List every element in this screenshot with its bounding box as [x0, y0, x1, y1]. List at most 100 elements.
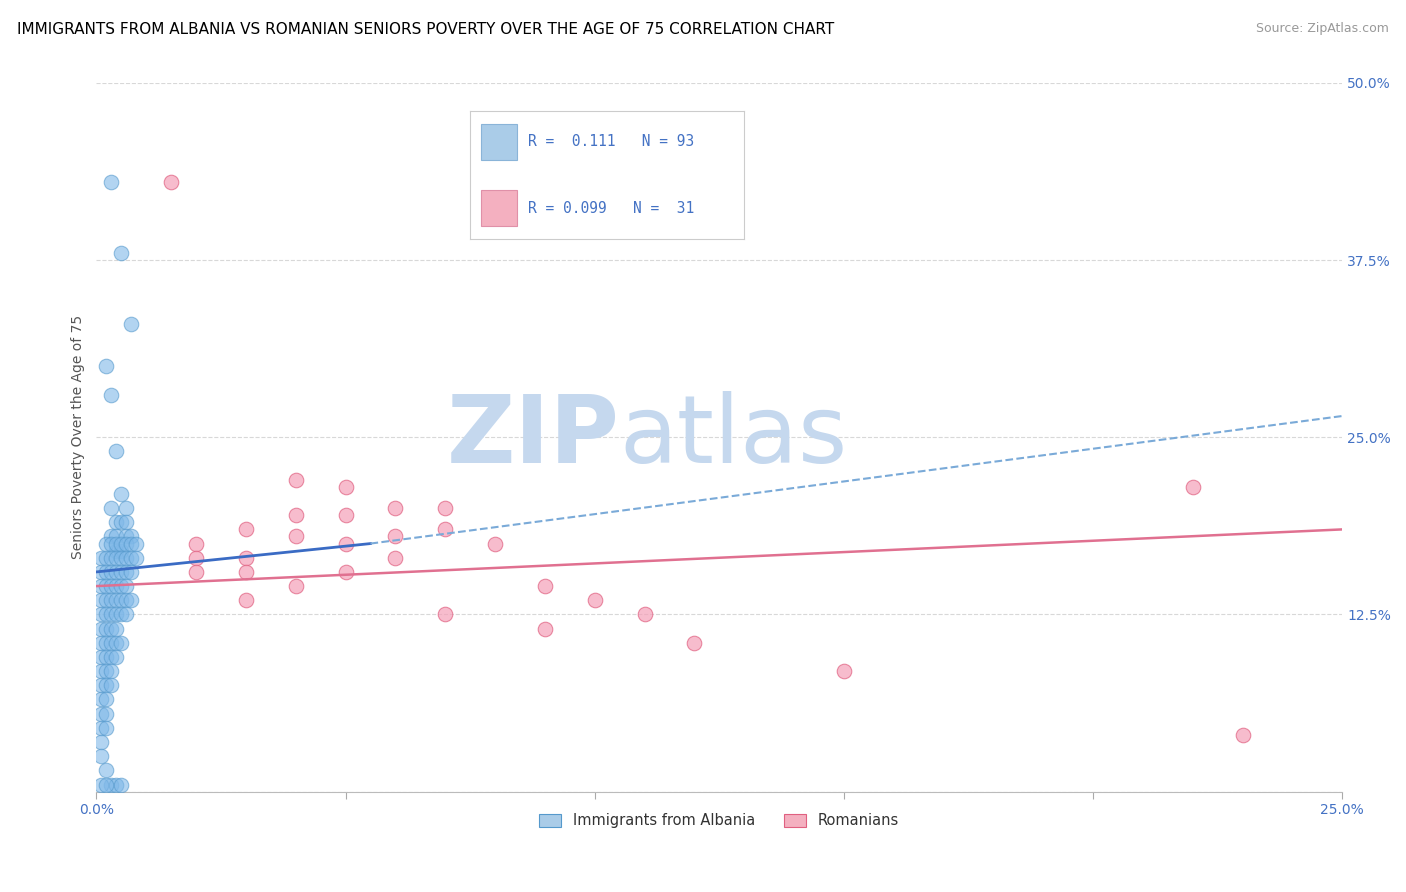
Point: [100, 650, 122, 665]
Point: [96, 678, 118, 692]
Point: [100, 678, 122, 692]
Point: [484, 536, 506, 550]
Point: [1232, 728, 1254, 742]
Point: [90, 778, 112, 792]
Point: [96, 721, 118, 735]
Point: [96, 636, 118, 650]
Point: [96, 692, 118, 706]
Point: [235, 523, 257, 537]
Point: [110, 487, 132, 501]
Point: [534, 579, 557, 593]
Point: [235, 550, 257, 565]
Point: [120, 529, 142, 543]
Point: [90, 721, 112, 735]
Point: [105, 778, 128, 792]
Point: [434, 501, 457, 516]
Point: [96, 565, 118, 579]
Point: [105, 516, 128, 530]
Text: Source: ZipAtlas.com: Source: ZipAtlas.com: [1256, 22, 1389, 36]
Point: [335, 508, 357, 523]
Point: [100, 593, 122, 607]
Point: [105, 444, 128, 458]
Point: [100, 388, 122, 402]
Point: [96, 607, 118, 622]
Point: [120, 593, 142, 607]
Point: [90, 735, 112, 749]
Point: [96, 593, 118, 607]
Point: [96, 764, 118, 778]
Point: [110, 565, 132, 579]
Point: [120, 536, 142, 550]
Point: [115, 536, 138, 550]
Point: [384, 501, 406, 516]
Point: [100, 550, 122, 565]
Point: [90, 607, 112, 622]
Point: [160, 175, 183, 189]
Point: [90, 664, 112, 678]
Point: [110, 550, 132, 565]
Point: [100, 529, 122, 543]
Point: [90, 692, 112, 706]
Point: [110, 246, 132, 260]
Point: [96, 778, 118, 792]
Point: [335, 565, 357, 579]
Point: [100, 579, 122, 593]
Point: [105, 550, 128, 565]
Point: [105, 565, 128, 579]
Point: [90, 678, 112, 692]
Legend: Immigrants from Albania, Romanians: Immigrants from Albania, Romanians: [534, 807, 905, 834]
Point: [90, 565, 112, 579]
Point: [110, 536, 132, 550]
Point: [110, 778, 132, 792]
Point: [90, 593, 112, 607]
Point: [100, 565, 122, 579]
Point: [96, 706, 118, 721]
Point: [335, 536, 357, 550]
Point: [184, 536, 207, 550]
Point: [832, 664, 855, 678]
Point: [90, 636, 112, 650]
Point: [434, 607, 457, 622]
Point: [235, 565, 257, 579]
Point: [115, 579, 138, 593]
Point: [115, 529, 138, 543]
Point: [115, 550, 138, 565]
Point: [110, 636, 132, 650]
Point: [96, 579, 118, 593]
Point: [235, 593, 257, 607]
Point: [184, 565, 207, 579]
Point: [90, 650, 112, 665]
Y-axis label: Seniors Poverty Over the Age of 75: Seniors Poverty Over the Age of 75: [72, 315, 86, 559]
Point: [100, 536, 122, 550]
Point: [90, 706, 112, 721]
Point: [105, 622, 128, 636]
Point: [115, 593, 138, 607]
Point: [583, 593, 606, 607]
Point: [105, 543, 128, 558]
Point: [384, 529, 406, 543]
Point: [120, 550, 142, 565]
Point: [100, 501, 122, 516]
Point: [90, 550, 112, 565]
Point: [105, 636, 128, 650]
Point: [105, 579, 128, 593]
Point: [105, 607, 128, 622]
Point: [96, 622, 118, 636]
Point: [125, 550, 148, 565]
Point: [284, 529, 307, 543]
Point: [284, 508, 307, 523]
Point: [434, 523, 457, 537]
Point: [96, 550, 118, 565]
Point: [105, 593, 128, 607]
Point: [105, 529, 128, 543]
Point: [90, 622, 112, 636]
Point: [100, 778, 122, 792]
Text: atlas: atlas: [620, 392, 848, 483]
Point: [110, 593, 132, 607]
Point: [100, 175, 122, 189]
Point: [96, 650, 118, 665]
Point: [100, 664, 122, 678]
Point: [115, 607, 138, 622]
Point: [90, 749, 112, 764]
Point: [90, 579, 112, 593]
